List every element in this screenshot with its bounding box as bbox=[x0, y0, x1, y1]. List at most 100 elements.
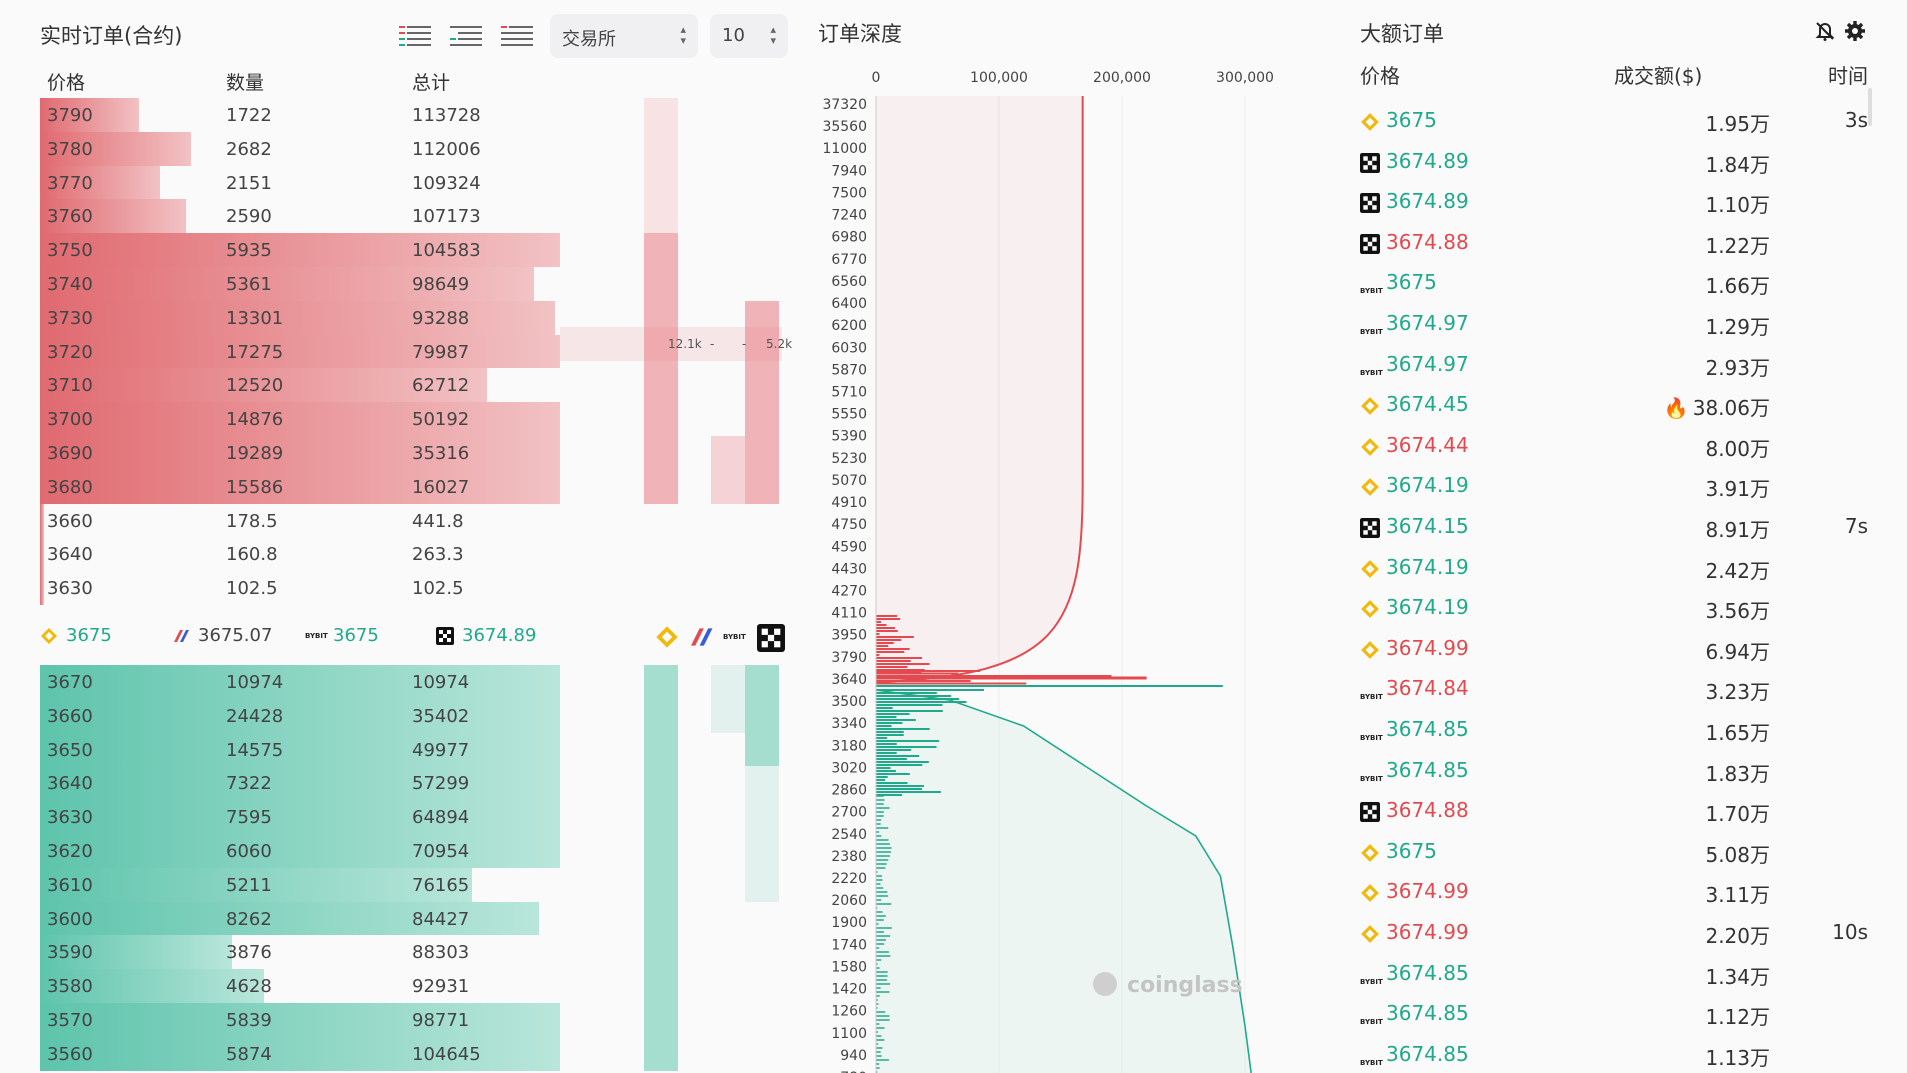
order-amount: 2.93万 bbox=[1705, 352, 1770, 381]
y-tick-label: 2220 bbox=[831, 871, 867, 887]
large-order-row[interactable]: 3674.19 3.91万 bbox=[1358, 467, 1878, 507]
bid-row[interactable]: 3600 8262 84427 bbox=[40, 901, 560, 936]
view-bids-button[interactable] bbox=[448, 22, 488, 52]
order-amount: 1.10万 bbox=[1705, 189, 1770, 218]
large-orders-title: 大额订单 bbox=[1360, 22, 1444, 46]
col-total: 总计 bbox=[412, 72, 451, 94]
view-both-button[interactable] bbox=[397, 22, 437, 52]
ask-row[interactable]: 3770 2151 109324 bbox=[40, 165, 560, 200]
bid-row[interactable]: 3670 10974 10974 bbox=[40, 665, 560, 699]
ask-row[interactable]: 3720 17275 79987 bbox=[40, 334, 560, 369]
binance-icon bbox=[1361, 925, 1379, 943]
ask-row[interactable]: 3700 14876 50192 bbox=[40, 402, 560, 436]
large-order-row[interactable]: 3674.99 6.94万 bbox=[1358, 630, 1878, 670]
order-amount: 🔥 38.06万 bbox=[1664, 392, 1770, 421]
ask-row[interactable]: 3750 5935 104583 bbox=[40, 233, 560, 267]
order-amount-value: 1.83万 bbox=[1705, 761, 1770, 786]
bid-row[interactable]: 3590 3876 88303 bbox=[40, 935, 560, 970]
y-tick-label: 6030 bbox=[831, 340, 867, 356]
bid-row[interactable]: 3610 5211 76165 bbox=[40, 867, 560, 902]
ask-row[interactable]: 3660 178.5 441.8 bbox=[40, 503, 560, 538]
large-order-row[interactable]: 3674.44 8.00万 bbox=[1358, 427, 1878, 467]
large-order-row[interactable]: BYBIT 3675 1.66万 bbox=[1358, 264, 1878, 304]
order-price: 3674.88 bbox=[1386, 798, 1469, 823]
order-time: 7s bbox=[1844, 514, 1868, 538]
ask-qty: 5361 bbox=[226, 273, 272, 295]
large-order-row[interactable]: 3674.89 1.10万 bbox=[1358, 183, 1878, 223]
order-amount-value: 1.29万 bbox=[1705, 315, 1770, 339]
bid-row[interactable]: 3560 5874 104645 bbox=[40, 1036, 560, 1071]
gear-icon[interactable] bbox=[1844, 20, 1866, 42]
bid-price: 3590 bbox=[47, 942, 93, 964]
bid-row[interactable]: 3570 5839 98771 bbox=[40, 1002, 560, 1037]
large-order-row[interactable]: 3674.89 1.84万 bbox=[1358, 143, 1878, 183]
ask-row[interactable]: 3790 1722 113728 bbox=[40, 98, 560, 132]
ask-qty: 1722 bbox=[226, 105, 272, 126]
large-order-row[interactable]: BYBIT 3674.85 1.65万 bbox=[1358, 711, 1878, 751]
ask-row[interactable]: 3640 160.8 263.3 bbox=[40, 537, 560, 572]
large-order-row[interactable]: 3674.99 3.11万 bbox=[1358, 873, 1878, 913]
y-tick-label: 3500 bbox=[831, 694, 867, 710]
y-tick-label: 6560 bbox=[831, 274, 867, 290]
sort-arrows-icon: ▴ ▾ bbox=[680, 23, 686, 47]
ask-row[interactable]: 3780 2682 112006 bbox=[40, 131, 560, 166]
exchange-select[interactable]: 交易所 ▴ ▾ bbox=[550, 14, 698, 58]
ask-total: 263.3 bbox=[412, 544, 464, 566]
large-order-row[interactable]: 3674.99 2.20万 10s bbox=[1358, 914, 1878, 954]
ask-row[interactable]: 3730 13301 93288 bbox=[40, 300, 560, 335]
depth-chart[interactable]: 0 100,000 200,000 300,000 37320 35560 11000 794… bbox=[812, 54, 1312, 1073]
bid-price: 3650 bbox=[47, 739, 93, 761]
large-order-row[interactable]: 3674.88 1.70万 bbox=[1358, 792, 1878, 832]
bid-price: 3640 bbox=[47, 773, 93, 795]
ask-row[interactable]: 3760 2590 107173 bbox=[40, 199, 560, 234]
bid-row[interactable]: 3620 6060 70954 bbox=[40, 833, 560, 868]
ask-row[interactable]: 3680 15586 16027 bbox=[40, 469, 560, 504]
order-amount: 1.95万 bbox=[1705, 108, 1770, 137]
large-order-row[interactable]: 3674.19 2.42万 bbox=[1358, 549, 1878, 589]
view-asks-button[interactable] bbox=[499, 22, 539, 52]
y-tick-label: 4110 bbox=[831, 606, 867, 622]
order-price: 3674.85 bbox=[1386, 960, 1469, 985]
bid-total: 84427 bbox=[412, 908, 470, 930]
large-order-row[interactable]: BYBIT 3674.85 1.12万 bbox=[1358, 995, 1878, 1035]
ask-total: 109324 bbox=[412, 172, 481, 194]
bid-row[interactable]: 3650 14575 49977 bbox=[40, 732, 560, 767]
large-orders-panel: 大额订单 价格 成交额($) 时间 3675 1.95万 3s 3674.89 1.84… bbox=[1358, 14, 1878, 1073]
bid-total: 35402 bbox=[412, 705, 470, 727]
large-order-row[interactable]: 3674.45 🔥 38.06万 bbox=[1358, 386, 1878, 426]
ask-row[interactable]: 3710 12520 62712 bbox=[40, 368, 560, 403]
y-tick-label: 3950 bbox=[831, 628, 867, 644]
ask-row[interactable]: 3690 19289 35316 bbox=[40, 435, 560, 470]
bybit-icon: BYBIT bbox=[723, 633, 746, 641]
large-order-row[interactable]: BYBIT 3674.85 1.13万 bbox=[1358, 1036, 1878, 1073]
ask-price: 3690 bbox=[47, 442, 93, 464]
large-order-row[interactable]: 3674.19 3.56万 bbox=[1358, 589, 1878, 629]
bybit-icon: BYBIT bbox=[1360, 774, 1383, 783]
large-order-row[interactable]: 3675 5.08万 bbox=[1358, 833, 1878, 873]
scrollbar[interactable] bbox=[1868, 88, 1872, 126]
ask-depth-bar bbox=[40, 571, 45, 605]
ask-row[interactable]: 3740 5361 98649 bbox=[40, 266, 560, 301]
y-tick-label: 5070 bbox=[831, 473, 867, 489]
bid-row[interactable]: 3660 24428 35402 bbox=[40, 698, 560, 733]
bid-row[interactable]: 3640 7322 57299 bbox=[40, 766, 560, 801]
ask-total: 50192 bbox=[412, 409, 470, 431]
large-order-row[interactable]: BYBIT 3674.85 1.34万 bbox=[1358, 955, 1878, 995]
bid-price: 3570 bbox=[47, 1009, 93, 1031]
large-order-row[interactable]: 3674.15 8.91万 7s bbox=[1358, 508, 1878, 548]
bid-row[interactable]: 3630 7595 64894 bbox=[40, 800, 560, 834]
ask-row[interactable]: 3630 102.5 102.5 bbox=[40, 571, 560, 605]
depth-select[interactable]: 10 ▴ ▾ bbox=[710, 14, 788, 58]
ask-price: 3780 bbox=[47, 138, 93, 160]
large-order-row[interactable]: BYBIT 3674.97 1.29万 bbox=[1358, 305, 1878, 345]
large-order-row[interactable]: 3674.88 1.22万 bbox=[1358, 224, 1878, 264]
bid-area bbox=[876, 690, 1252, 1073]
large-order-row[interactable]: BYBIT 3674.84 3.23万 bbox=[1358, 670, 1878, 710]
bell-off-icon[interactable] bbox=[1814, 20, 1836, 42]
large-order-row[interactable]: 3675 1.95万 3s bbox=[1358, 102, 1878, 142]
large-order-row[interactable]: BYBIT 3674.97 2.93万 bbox=[1358, 346, 1878, 386]
bid-total: 64894 bbox=[412, 807, 470, 829]
mid-price-value: 3674.89 bbox=[462, 625, 537, 646]
bid-row[interactable]: 3580 4628 92931 bbox=[40, 969, 560, 1003]
large-order-row[interactable]: BYBIT 3674.85 1.83万 bbox=[1358, 752, 1878, 792]
